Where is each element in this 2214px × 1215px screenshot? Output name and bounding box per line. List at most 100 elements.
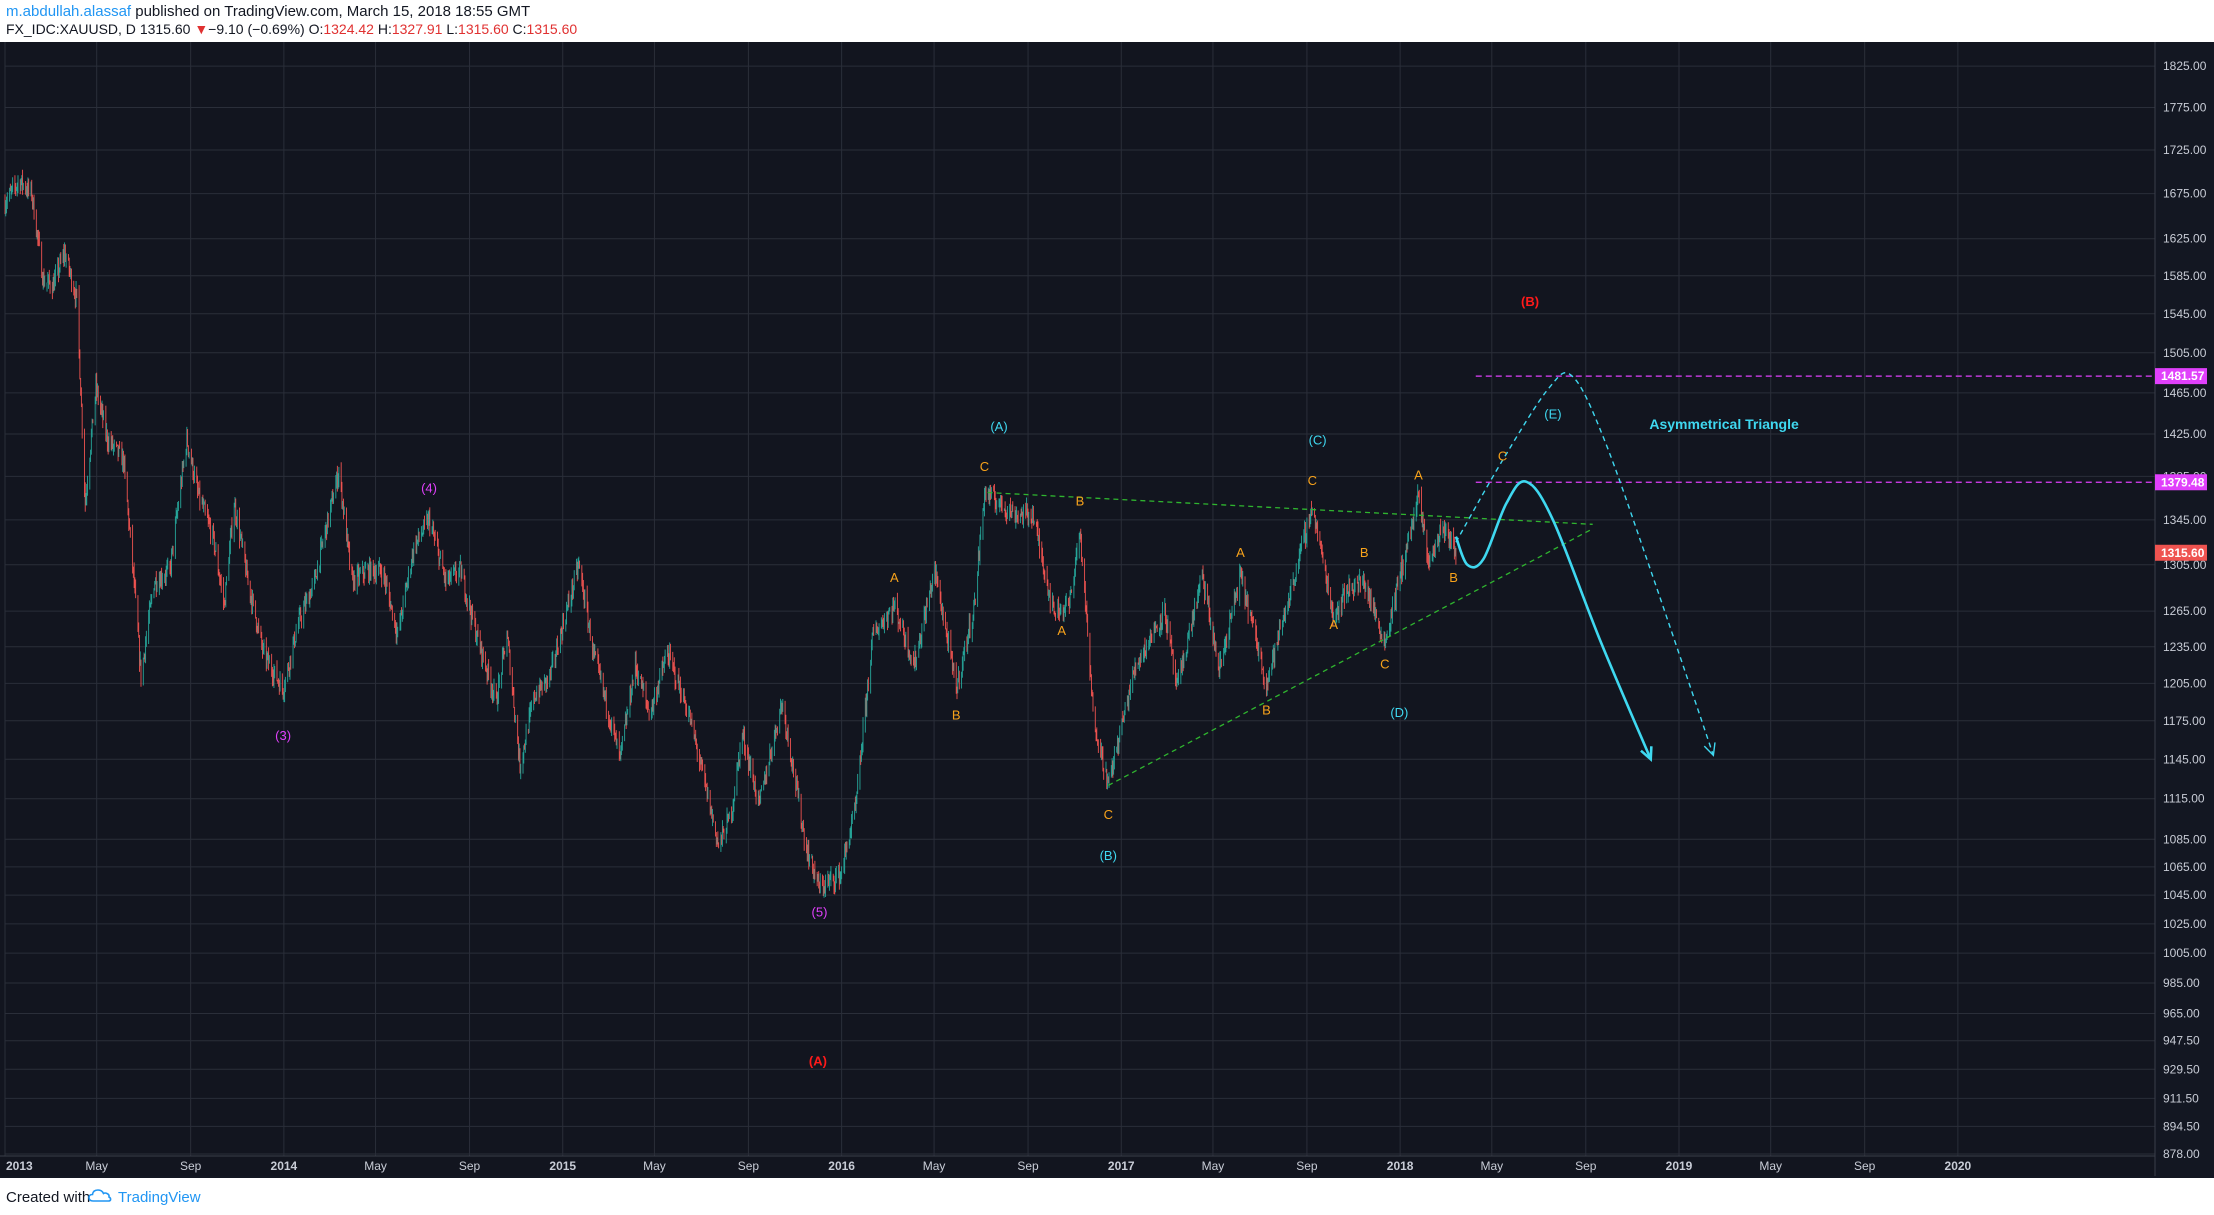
current-price-label: 1315.60	[2161, 546, 2205, 560]
plot-area	[0, 42, 2155, 1176]
publish-info: m.abdullah.alassaf published on TradingV…	[6, 3, 530, 20]
time-tick-label: Sep	[1017, 1159, 1039, 1173]
price-tick-label: 1725.00	[2163, 143, 2207, 157]
author-link[interactable]: m.abdullah.alassaf	[6, 3, 132, 20]
price-tick-label: 1175.00	[2163, 714, 2206, 728]
level-price-label: 1481.57	[2161, 369, 2205, 383]
level-price-tag	[2155, 368, 2207, 385]
change-value: −9.10 (−0.69%)	[208, 21, 305, 37]
time-tick-label: Sep	[180, 1159, 202, 1173]
tradingview-cloud-icon	[88, 1189, 112, 1202]
wave-label: (A)	[809, 1053, 827, 1068]
price-tick-label: 1065.00	[2163, 860, 2207, 874]
open-value: 1324.42	[323, 21, 374, 37]
price-tick-label: 1545.00	[2163, 307, 2207, 321]
time-axis: 2013 May Sep 2014 May Sep 2015 May Sep 2016 May Sep…	[0, 1155, 2155, 1173]
wave-label: C	[1498, 448, 1507, 463]
price-tick-label: 911.50	[2163, 1091, 2199, 1105]
price-tick-label: 1235.00	[2163, 640, 2207, 654]
price-chart[interactable]: 1825.00 1775.00 1725.00 1675.00 1625.00 1585.…	[0, 42, 2214, 1178]
wave-label: (B)	[1100, 848, 1117, 863]
price-tick-label: 965.00	[2163, 1007, 2200, 1021]
time-tick-label: 2018	[1387, 1159, 1414, 1173]
time-tick-label: May	[85, 1159, 108, 1173]
time-tick-label: 2020	[1945, 1159, 1972, 1173]
close-label: C:	[512, 21, 527, 37]
time-tick-label: 2015	[549, 1159, 576, 1173]
price-tick-label: 1205.00	[2163, 676, 2207, 690]
time-tick-label: Sep	[459, 1159, 481, 1173]
price-tick-label: 1345.00	[2163, 513, 2207, 527]
wave-label: B	[1360, 545, 1369, 560]
current-price-tag	[2155, 544, 2207, 561]
ohlc-info: FX_IDC:XAUUSD, D 1315.60 ▼−9.10 (−0.69%)…	[6, 21, 577, 37]
wave-label: A	[1329, 617, 1338, 632]
wave-label: (B)	[1521, 294, 1539, 309]
price-tick-label: 878.00	[2163, 1147, 2200, 1161]
time-tick-label: 2017	[1108, 1159, 1135, 1173]
price-tick-label: 1085.00	[2163, 832, 2207, 846]
high-value: 1327.91	[391, 21, 443, 37]
tradingview-link[interactable]: TradingView	[118, 1189, 201, 1206]
triangle-trendline	[987, 491, 1593, 525]
price-tick-label: 1025.00	[2163, 917, 2207, 931]
time-tick-label: Sep	[1854, 1159, 1876, 1173]
down-arrow-icon: ▼	[194, 21, 209, 37]
last-price: 1315.60	[139, 21, 191, 37]
price-axis: 1825.00 1775.00 1725.00 1675.00 1625.00 1585.…	[2154, 42, 2207, 1176]
price-tick-label: 1115.00	[2163, 792, 2205, 806]
price-tick-label: 1625.00	[2163, 232, 2207, 246]
wave-label: (A)	[990, 419, 1007, 434]
created-with-text: Created with	[6, 1189, 91, 1206]
price-tick-label: 929.50	[2163, 1062, 2200, 1076]
price-tick-label: 894.50	[2163, 1119, 2200, 1133]
wave-label: A	[1414, 468, 1423, 483]
time-tick-label: Sep	[1296, 1159, 1318, 1173]
wave-label: B	[1449, 570, 1458, 585]
wave-label: C	[1104, 807, 1113, 822]
price-tick-label: 947.50	[2163, 1034, 2200, 1048]
wave-label: C	[1380, 657, 1389, 672]
chart-footer: Created with TradingView	[0, 1178, 2214, 1215]
low-label: L:	[446, 21, 459, 37]
wave-label: (D)	[1390, 705, 1408, 720]
projection-arrow-solid	[1640, 746, 1653, 763]
wave-label: (3)	[275, 728, 291, 743]
grid-lines	[4, 42, 2155, 1156]
time-tick-label: May	[643, 1159, 666, 1173]
chart-header: m.abdullah.alassaf published on TradingV…	[0, 0, 2214, 42]
wave-label: C	[1308, 473, 1317, 488]
wave-label: A	[1236, 545, 1245, 560]
price-tick-label: 1675.00	[2163, 187, 2207, 201]
price-tick-label: 1305.00	[2163, 558, 2207, 572]
price-tick-label: 1585.00	[2163, 269, 2207, 283]
time-tick-label: May	[1480, 1159, 1503, 1173]
candles	[4, 169, 1457, 898]
wave-label: B	[952, 708, 961, 723]
level-price-tag	[2155, 474, 2207, 491]
price-tick-label: 1265.00	[2163, 604, 2207, 618]
time-tick-label: May	[364, 1159, 387, 1173]
time-tick-label: 2014	[271, 1159, 298, 1173]
time-tick-label: 2019	[1666, 1159, 1693, 1173]
time-tick-label: 2013	[6, 1159, 33, 1173]
wave-label: A	[890, 570, 899, 585]
wave-label: (E)	[1544, 406, 1561, 421]
symbol-label: FX_IDC:XAUUSD, D	[6, 21, 136, 37]
wave-label: C	[980, 459, 989, 474]
price-tick-label: 1005.00	[2163, 946, 2207, 960]
pattern-label: Asymmetrical Triangle	[1649, 416, 1799, 432]
wave-label: B	[1262, 702, 1271, 717]
low-value: 1315.60	[458, 21, 509, 37]
level-price-label: 1379.48	[2161, 475, 2205, 489]
price-tick-label: 985.00	[2163, 976, 2200, 990]
high-label: H:	[377, 21, 392, 37]
time-tick-label: Sep	[738, 1159, 760, 1173]
wave-label: A	[1057, 623, 1066, 638]
price-tick-label: 1045.00	[2163, 888, 2207, 902]
time-tick-label: May	[923, 1159, 946, 1173]
wave-label: (4)	[421, 481, 437, 496]
projection-path-dashed	[1455, 372, 1715, 756]
time-tick-label: May	[1202, 1159, 1225, 1173]
time-tick-label: May	[1759, 1159, 1782, 1173]
